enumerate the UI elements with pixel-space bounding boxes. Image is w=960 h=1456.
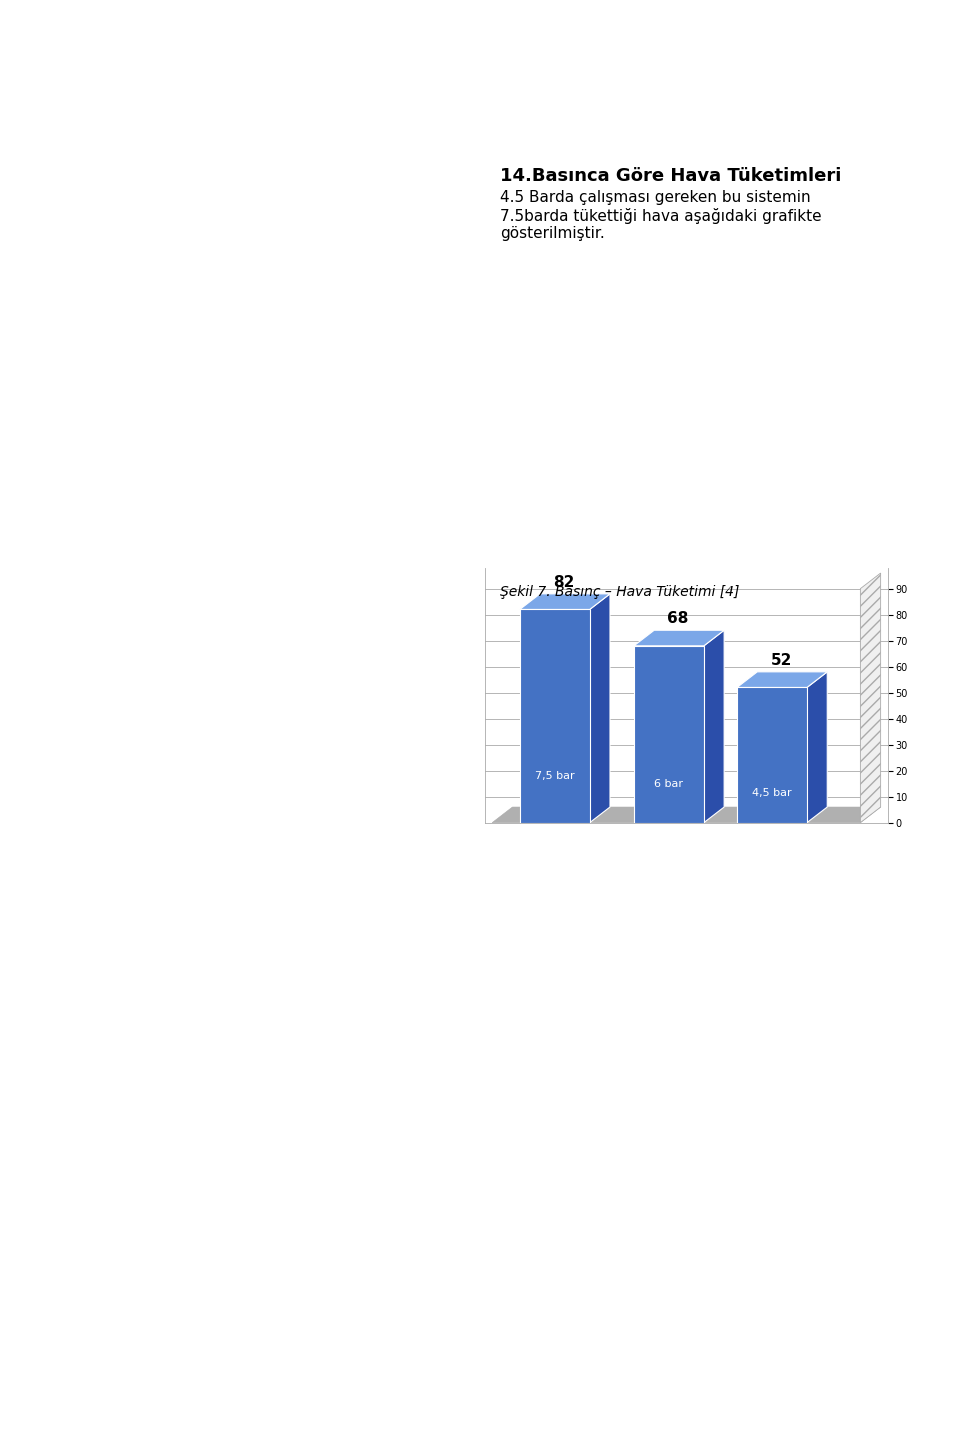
Polygon shape — [860, 574, 880, 823]
Polygon shape — [807, 671, 828, 823]
Polygon shape — [589, 594, 610, 823]
Text: 52: 52 — [771, 652, 792, 668]
Polygon shape — [519, 594, 610, 610]
Polygon shape — [704, 630, 724, 823]
Polygon shape — [737, 671, 828, 687]
Polygon shape — [492, 807, 880, 823]
Polygon shape — [634, 630, 724, 646]
Text: 82: 82 — [553, 575, 575, 590]
Text: 7,5 bar: 7,5 bar — [535, 770, 575, 780]
Text: 6 bar: 6 bar — [655, 779, 684, 789]
Polygon shape — [634, 646, 704, 823]
Text: gösterilmiştir.: gösterilmiştir. — [500, 226, 605, 242]
Text: 68: 68 — [667, 612, 688, 626]
Polygon shape — [737, 687, 807, 823]
Text: 4,5 bar: 4,5 bar — [753, 788, 792, 798]
Polygon shape — [519, 610, 589, 823]
Text: 7.5barda tükettiği hava aşağıdaki grafikte: 7.5barda tükettiği hava aşağıdaki grafik… — [500, 208, 822, 224]
Text: Şekil 7. Basınç – Hava Tüketimi [4]: Şekil 7. Basınç – Hava Tüketimi [4] — [500, 585, 739, 598]
Text: 14.Basınca Göre Hava Tüketimleri: 14.Basınca Göre Hava Tüketimleri — [500, 167, 841, 185]
Text: 4.5 Barda çalışması gereken bu sistemin: 4.5 Barda çalışması gereken bu sistemin — [500, 189, 810, 205]
